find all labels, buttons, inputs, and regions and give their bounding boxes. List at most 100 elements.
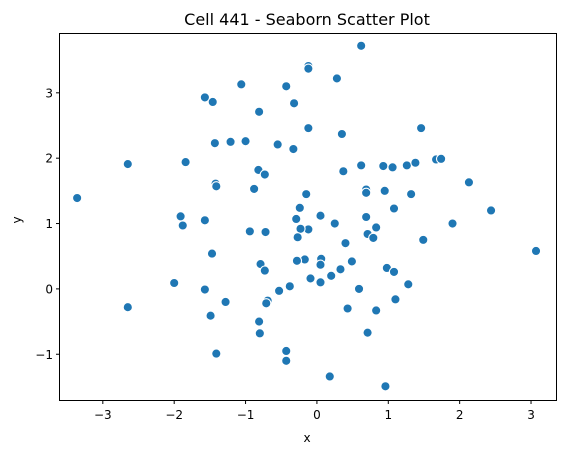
data-point — [326, 270, 337, 281]
data-point — [281, 355, 292, 366]
data-point — [530, 245, 542, 257]
data-point — [361, 211, 372, 223]
y-tick-label: 3 — [45, 86, 53, 100]
data-point — [209, 137, 221, 149]
y-tick-label: 1 — [45, 217, 53, 231]
data-point — [405, 188, 417, 200]
data-point — [403, 279, 414, 290]
data-point — [248, 183, 260, 195]
x-tick-label: 1 — [384, 408, 392, 422]
x-tick-label: −1 — [237, 408, 255, 422]
data-point — [199, 284, 211, 295]
data-point — [281, 345, 292, 357]
plot-frame — [59, 33, 557, 401]
data-point — [388, 266, 400, 278]
x-tick-label: 3 — [527, 408, 535, 422]
data-point — [294, 202, 305, 213]
data-point — [259, 169, 270, 180]
x-axis-ticks: −3 −2 −1 0 1 2 3 — [94, 400, 535, 422]
data-point — [485, 205, 497, 216]
scatter-points — [71, 40, 542, 392]
data-point — [410, 157, 421, 168]
data-point — [244, 226, 255, 237]
data-point — [315, 210, 326, 221]
data-point — [353, 283, 365, 295]
data-point — [340, 237, 351, 249]
data-point — [335, 264, 346, 275]
data-point — [220, 296, 231, 308]
data-point — [315, 259, 326, 270]
data-point — [273, 285, 285, 297]
data-point — [303, 122, 314, 134]
data-point — [356, 40, 367, 51]
data-point — [199, 92, 211, 103]
data-point — [122, 302, 133, 313]
data-point — [177, 220, 188, 231]
data-point — [380, 381, 391, 392]
data-point — [71, 192, 83, 204]
data-point — [284, 281, 295, 292]
data-point — [371, 222, 382, 233]
data-point — [401, 160, 412, 171]
data-point — [260, 226, 271, 238]
data-point — [281, 81, 292, 92]
data-point — [362, 327, 373, 338]
data-point — [240, 136, 251, 147]
y-axis-ticks: −1 0 1 2 3 — [35, 86, 60, 362]
data-point — [305, 273, 316, 284]
data-point — [205, 310, 216, 321]
x-tick-label: −3 — [94, 408, 112, 422]
y-tick-label: −1 — [35, 348, 53, 362]
x-tick-label: 0 — [313, 408, 321, 422]
data-point — [342, 303, 353, 314]
data-point — [272, 139, 283, 150]
data-point — [387, 162, 398, 173]
data-point — [206, 248, 218, 259]
data-point — [338, 166, 349, 177]
data-point — [331, 73, 343, 84]
y-axis-label: y — [10, 216, 24, 223]
x-axis-label: x — [303, 431, 310, 445]
data-point — [329, 218, 340, 229]
y-tick-label: 2 — [45, 152, 53, 166]
data-point — [388, 203, 400, 214]
data-point — [169, 277, 180, 289]
data-point — [261, 298, 272, 309]
data-point — [211, 181, 222, 192]
data-point — [371, 305, 382, 316]
data-point — [199, 215, 211, 226]
data-point — [418, 234, 429, 246]
data-point — [225, 136, 236, 147]
data-point — [346, 256, 358, 267]
data-point — [253, 316, 265, 327]
data-point — [291, 255, 303, 266]
data-point — [390, 294, 401, 305]
data-point — [368, 232, 379, 244]
data-point — [315, 277, 326, 288]
data-point — [288, 143, 299, 155]
data-point — [463, 177, 475, 188]
data-point — [303, 63, 314, 74]
data-point — [295, 223, 306, 234]
data-point — [447, 218, 458, 229]
chart-title: Cell 441 - Seaborn Scatter Plot — [184, 10, 430, 29]
data-point — [291, 213, 302, 225]
data-point — [122, 158, 133, 170]
data-point — [175, 211, 186, 222]
data-point — [435, 153, 447, 164]
x-tick-label: 2 — [456, 408, 464, 422]
data-point — [379, 185, 390, 197]
data-point — [259, 265, 270, 276]
data-point — [236, 79, 247, 90]
data-point — [378, 160, 389, 172]
data-point — [253, 106, 265, 117]
data-point — [415, 122, 427, 134]
data-point — [288, 98, 300, 109]
data-point — [292, 232, 303, 243]
data-point — [207, 96, 218, 108]
data-point — [254, 328, 265, 339]
data-point — [211, 348, 222, 359]
